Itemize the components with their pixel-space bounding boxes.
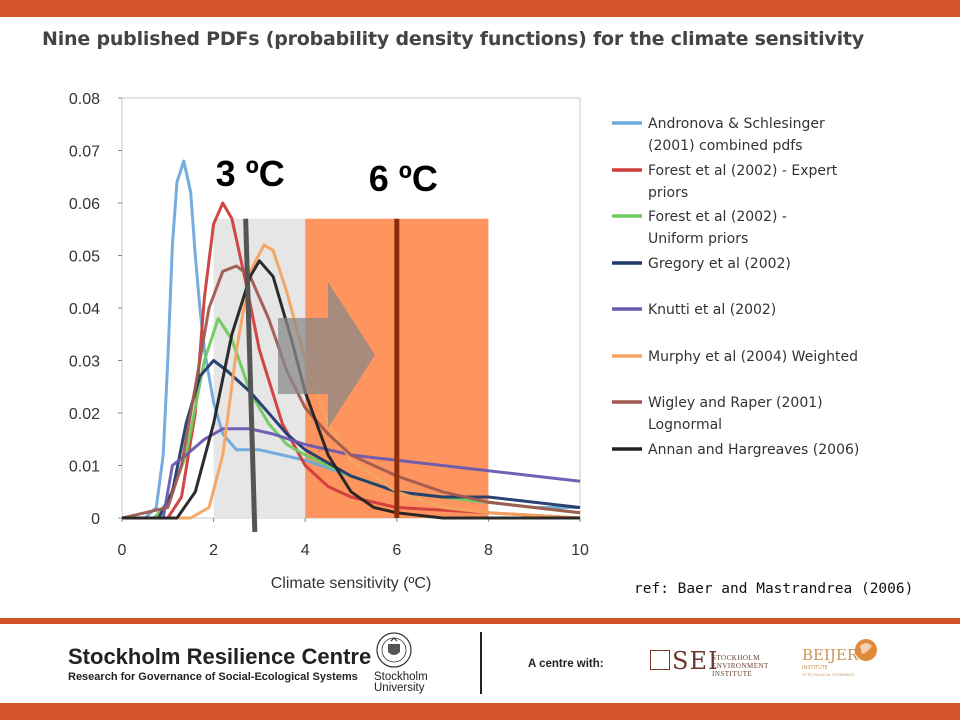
y-tick-label: 0.07 <box>69 144 100 161</box>
bottom-accent-bar <box>0 703 960 720</box>
svg-text:BEIJER: BEIJER <box>802 646 859 664</box>
y-tick-label: 0.05 <box>69 249 100 266</box>
src-subtitle: Research for Governance of Social-Ecolog… <box>68 671 358 683</box>
legend-label: Murphy et al (2004) Weighted <box>648 349 858 365</box>
series-line-8 <box>122 259 580 520</box>
x-axis-label: Climate sensitivity (ºC) <box>271 575 432 592</box>
y-tick-label: 0.08 <box>69 91 100 108</box>
legend-label: Gregory et al (2002) <box>648 256 791 272</box>
x-tick-label: 2 <box>209 542 218 559</box>
svg-text:OF ECOLOGICAL ECONOMICS: OF ECOLOGICAL ECONOMICS <box>802 673 855 677</box>
arrow-shape-icon <box>278 282 375 428</box>
legend-label-line: Knutti et al (2002) <box>648 302 776 318</box>
sei-full-name: STOCKHOLM ENVIRONMENT INSTITUTE <box>712 654 769 678</box>
separator-bar <box>0 618 960 624</box>
footer-divider <box>480 632 482 694</box>
legend-label-line: Annan and Hargreaves (2006) <box>648 442 859 458</box>
series-line-6 <box>122 243 581 520</box>
reference-text: ref: Baer and Mastrandrea (2006) <box>634 581 914 597</box>
legend-label: Annan and Hargreaves (2006) <box>648 442 859 458</box>
y-tick-label: 0 <box>91 511 100 528</box>
centre-with-label: A centre with: <box>528 658 604 670</box>
sei-emblem-icon <box>650 650 670 670</box>
legend-label: Andronova & Schlesinger (2001) combined p… <box>648 116 825 154</box>
legend-label-line: Uniform priors <box>648 231 748 247</box>
annotation-label-6c: 6 ºC <box>369 158 438 199</box>
x-tick-label: 10 <box>571 542 589 559</box>
stockholm-university-name: Stockholm University <box>374 671 428 694</box>
x-tick-label: 6 <box>392 542 401 559</box>
annotation-label-3c: 3 ºC <box>216 153 285 194</box>
y-tick-label: 0.02 <box>69 406 100 423</box>
stockholm-university-crest-icon <box>376 632 412 668</box>
legend-label: Knutti et al (2002) <box>648 302 776 318</box>
x-tick-label: 4 <box>301 542 310 559</box>
y-tick-label: 0.04 <box>69 301 100 318</box>
legend-label: Wigley and Raper (2001) Lognormal <box>648 395 823 433</box>
series-line-7 <box>121 264 581 520</box>
legend-label-line: Wigley and Raper (2001) <box>648 395 823 411</box>
y-tick-label: 0.03 <box>69 354 100 371</box>
src-logo: Stockholm Resilience Centre Research for… <box>68 644 371 683</box>
legend-label-line: Andronova & Schlesinger <box>648 116 825 132</box>
series-line-5 <box>122 427 581 520</box>
legend-label-line: (2001) combined pdfs <box>648 138 803 154</box>
beijer-institute-logo: BEIJER INSTITUTE OF ECOLOGICAL ECONOMICS <box>802 639 877 677</box>
legend-label-line: Forest et al (2002) - Expert <box>648 163 838 179</box>
x-tick-label: 8 <box>484 542 493 559</box>
src-title: Stockholm Resilience Centre <box>68 644 372 669</box>
x-tick-label: 0 <box>118 542 127 559</box>
legend-label-line: Murphy et al (2004) Weighted <box>648 349 858 365</box>
legend-label: Forest et al (2002) - Expert priors <box>648 163 838 201</box>
legend-label-line: Lognormal <box>648 417 722 433</box>
marker-line-3c <box>243 218 258 533</box>
series-line-4 <box>122 359 581 520</box>
y-tick-label: 0.01 <box>69 459 100 476</box>
legend-label-line: Gregory et al (2002) <box>648 256 791 272</box>
legend-label: Forest et al (2002) - Uniform priors <box>648 209 787 247</box>
chart: 0 0.01 0.02 0.03 0.04 0.05 0.06 0.07 0.08 0 2 4 6 8 10… <box>69 91 860 592</box>
legend-label-line: priors <box>648 185 688 201</box>
y-tick-label: 0.06 <box>69 196 100 213</box>
sei-logo-text: SEI <box>672 647 719 675</box>
legend-label-line: Forest et al (2002) - <box>648 209 787 225</box>
svg-text:INSTITUTE: INSTITUTE <box>802 665 828 671</box>
slide-title: Nine published PDFs (probability density… <box>42 28 864 50</box>
top-accent-bar <box>0 0 960 17</box>
